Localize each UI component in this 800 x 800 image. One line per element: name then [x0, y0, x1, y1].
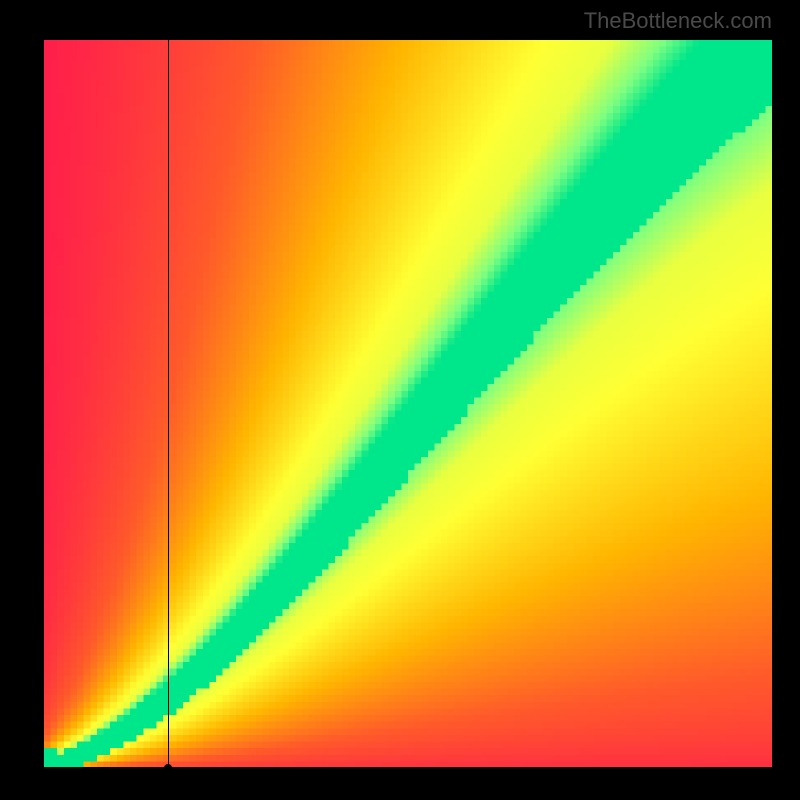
watermark-text: TheBottleneck.com	[584, 8, 772, 34]
crosshair-horizontal-line	[44, 767, 772, 768]
heatmap-plot	[44, 40, 772, 768]
crosshair-vertical-line	[168, 40, 169, 768]
heatmap-canvas	[44, 40, 772, 768]
crosshair-marker-dot[interactable]	[164, 764, 172, 772]
